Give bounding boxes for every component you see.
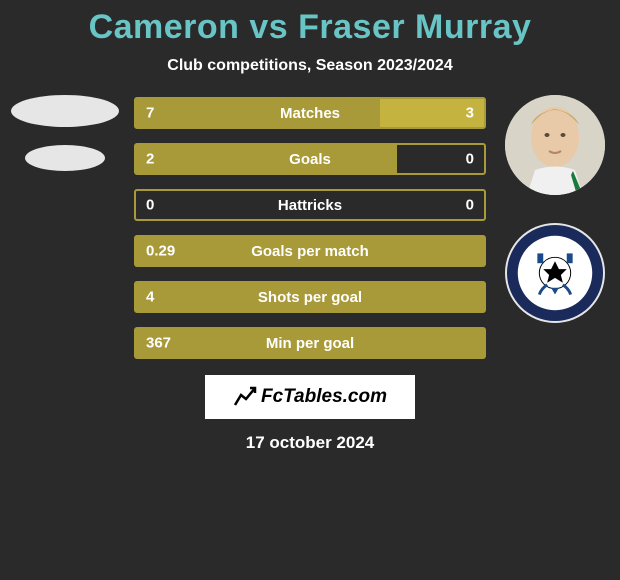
stat-row: 2Goals0: [134, 143, 486, 175]
stat-bars: 7Matches32Goals00Hattricks00.29Goals per…: [134, 97, 486, 359]
stat-label: Goals per match: [136, 243, 484, 260]
stat-label: Min per goal: [136, 335, 484, 352]
footer-brand-logo: FcTables.com: [205, 375, 415, 419]
stat-row: 0Hattricks0: [134, 189, 486, 221]
footer-date: 17 october 2024: [0, 433, 620, 453]
page-subtitle: Club competitions, Season 2023/2024: [0, 57, 620, 75]
stat-row: 367Min per goal: [134, 327, 486, 359]
right-club-badge: CONFIDEMUS KILMARNOCK F.C.: [505, 223, 605, 323]
comparison-body: CONFIDEMUS KILMARNOCK F.C. 7Matches3 2Goa…: [0, 97, 620, 359]
stat-label: Hattricks: [136, 197, 484, 214]
stat-label: Matches: [136, 105, 484, 122]
player-face-icon: [505, 95, 605, 195]
chart-icon: [233, 385, 257, 409]
stat-row: 0.29Goals per match: [134, 235, 486, 267]
stat-value-right: 0: [466, 197, 474, 214]
stat-label: Shots per goal: [136, 289, 484, 306]
stat-label: Goals: [136, 151, 484, 168]
left-club-badge-placeholder: [25, 145, 105, 171]
right-player-column: CONFIDEMUS KILMARNOCK F.C.: [500, 95, 610, 323]
stat-row: 7Matches3: [134, 97, 486, 129]
right-player-avatar: [505, 95, 605, 195]
stat-value-right: 3: [466, 105, 474, 122]
footer-brand-text: FcTables.com: [261, 386, 387, 408]
left-player-column: [10, 95, 120, 171]
page-title: Cameron vs Fraser Murray: [0, 0, 620, 47]
stat-value-right: 0: [466, 151, 474, 168]
stat-row: 4Shots per goal: [134, 281, 486, 313]
left-player-avatar-placeholder: [11, 95, 119, 127]
club-crest-icon: CONFIDEMUS KILMARNOCK F.C.: [506, 224, 604, 322]
